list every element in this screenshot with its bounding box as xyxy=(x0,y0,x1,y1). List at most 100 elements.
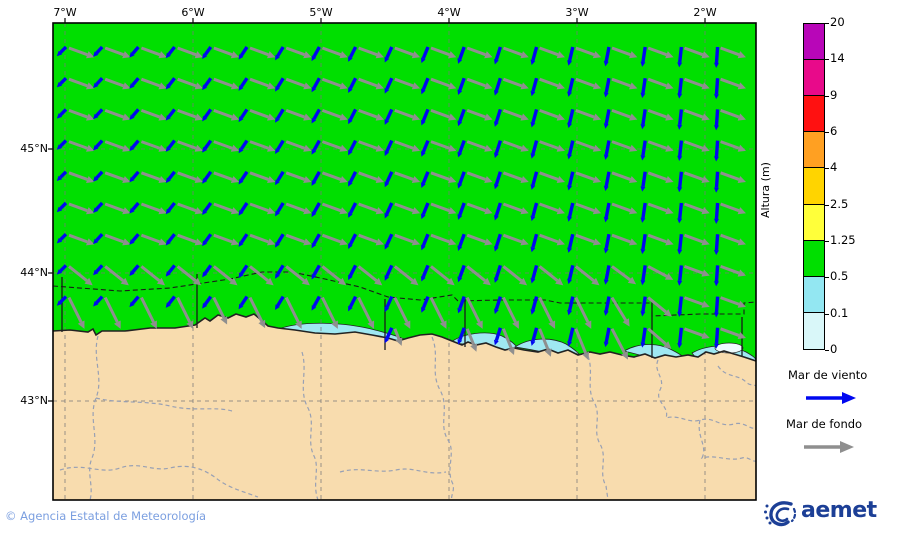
colorbar-tick-mark xyxy=(825,95,829,97)
wind-sea-arrow xyxy=(567,265,575,285)
swell-arrow xyxy=(140,171,167,183)
swell-arrow xyxy=(720,108,746,121)
colorbar-tick-label: 14 xyxy=(830,51,845,66)
wind-sea-arrow xyxy=(493,171,503,190)
wind-sea-arrow xyxy=(129,295,140,308)
swell-arrow xyxy=(394,77,421,90)
swell-arrow xyxy=(68,265,93,286)
swell-arrow xyxy=(177,202,203,215)
wind-sea-arrow xyxy=(56,295,68,306)
latitude-label: 44°N xyxy=(20,266,48,279)
wind-sea-arrow xyxy=(603,265,611,285)
admin-boundary xyxy=(698,419,756,462)
swell-arrow xyxy=(140,77,167,90)
wind-sea-arrow xyxy=(275,233,285,248)
wind-sea-arrow xyxy=(567,77,575,97)
swell-arrow xyxy=(213,46,240,59)
wind-sea-arrow xyxy=(202,233,213,247)
swell-arrow xyxy=(539,77,565,90)
wind-sea-arrow xyxy=(420,108,430,126)
swell-arrow xyxy=(575,202,602,215)
swell-arrow xyxy=(140,108,167,121)
coastal-shallow-patch xyxy=(714,342,744,354)
swell-arrow xyxy=(393,328,403,346)
swell-arrow xyxy=(465,296,483,329)
swell-arrow xyxy=(358,46,384,59)
swell-arrow xyxy=(502,328,515,356)
wind-sea-arrow xyxy=(530,264,539,284)
wind-sea-arrow xyxy=(202,264,213,278)
swell-arrow xyxy=(249,233,276,246)
swell-arrow xyxy=(358,140,384,152)
wind-sea-arrow xyxy=(348,139,358,156)
swell-arrow xyxy=(611,265,637,285)
wind-sea-arrow xyxy=(457,296,466,314)
swell-arrow xyxy=(683,296,710,308)
swell-arrow xyxy=(466,140,493,152)
wind-sea-arrow xyxy=(420,139,430,157)
admin-boundary xyxy=(89,335,100,500)
wind-sea-arrow xyxy=(238,46,249,60)
swell-arrow xyxy=(465,328,478,352)
swell-arrow xyxy=(647,296,672,317)
wind-sea-arrow xyxy=(56,232,68,244)
wind-sea-arrow xyxy=(129,264,140,276)
wind-sea-arrow xyxy=(238,108,249,123)
swell-arrow xyxy=(68,202,95,215)
wind-sea-arrow xyxy=(493,140,503,159)
colorbar-segment xyxy=(804,24,824,61)
swell-arrow xyxy=(285,265,310,286)
swell-arrow xyxy=(575,140,602,152)
swell-arrow xyxy=(430,265,455,286)
swell-arrow xyxy=(502,77,529,90)
wind-sea-arrow xyxy=(677,234,684,255)
wind-sea-arrow xyxy=(348,295,358,312)
swell-arrow xyxy=(502,233,529,246)
swell-arrow xyxy=(430,171,457,183)
swell-arrow xyxy=(720,233,746,246)
wind-sea-arrow xyxy=(384,46,394,63)
longitude-label: 3°W xyxy=(565,6,589,19)
swell-arrow xyxy=(249,46,276,59)
wind-sea-arrow xyxy=(567,171,575,191)
swell-arrow xyxy=(177,77,203,90)
wind-sea-arrow xyxy=(640,171,647,192)
wind-sea-arrow xyxy=(348,202,358,218)
swell-arrow xyxy=(213,233,240,246)
swell-arrow xyxy=(284,296,302,329)
wind-sea-arrow xyxy=(129,45,140,58)
swell-arrow xyxy=(394,233,421,246)
wind-sea-arrow xyxy=(93,295,104,307)
wave-height-colorbar xyxy=(803,23,825,350)
wind-sea-arrow xyxy=(384,233,394,250)
wind-sea-arrow xyxy=(677,171,684,193)
swell-arrow xyxy=(249,202,276,215)
colorbar-segment xyxy=(804,276,824,313)
swell-arrow xyxy=(140,46,167,59)
wind-sea-arrow xyxy=(275,46,285,61)
wind-sea-arrow xyxy=(238,170,249,185)
swell-arrow xyxy=(393,265,419,286)
swell-arrow xyxy=(575,77,602,90)
wind-sea-arrow xyxy=(348,171,358,187)
wind-sea-arrow xyxy=(420,264,430,282)
wind-sea-arrow xyxy=(165,264,176,277)
aemet-logo: aemet xyxy=(763,497,893,529)
swell-arrow xyxy=(358,202,384,215)
swell-arrow xyxy=(466,202,493,215)
wind-sea-arrow xyxy=(603,233,611,254)
swell-arrow xyxy=(104,202,131,215)
swell-arrow xyxy=(575,46,602,59)
colorbar-tick-mark xyxy=(825,168,829,170)
swell-arrow xyxy=(249,171,276,183)
swell-arrow xyxy=(358,233,384,246)
wind-sea-arrow xyxy=(275,295,285,310)
wind-sea-arrow xyxy=(275,139,285,154)
swell-arrow xyxy=(212,265,238,286)
swell-arrow xyxy=(647,171,674,183)
swell-arrow xyxy=(68,46,95,59)
wind-sea-arrow xyxy=(384,327,394,344)
admin-boundary xyxy=(95,397,233,412)
swell-arrow xyxy=(611,233,638,246)
swell-arrow xyxy=(285,140,312,152)
